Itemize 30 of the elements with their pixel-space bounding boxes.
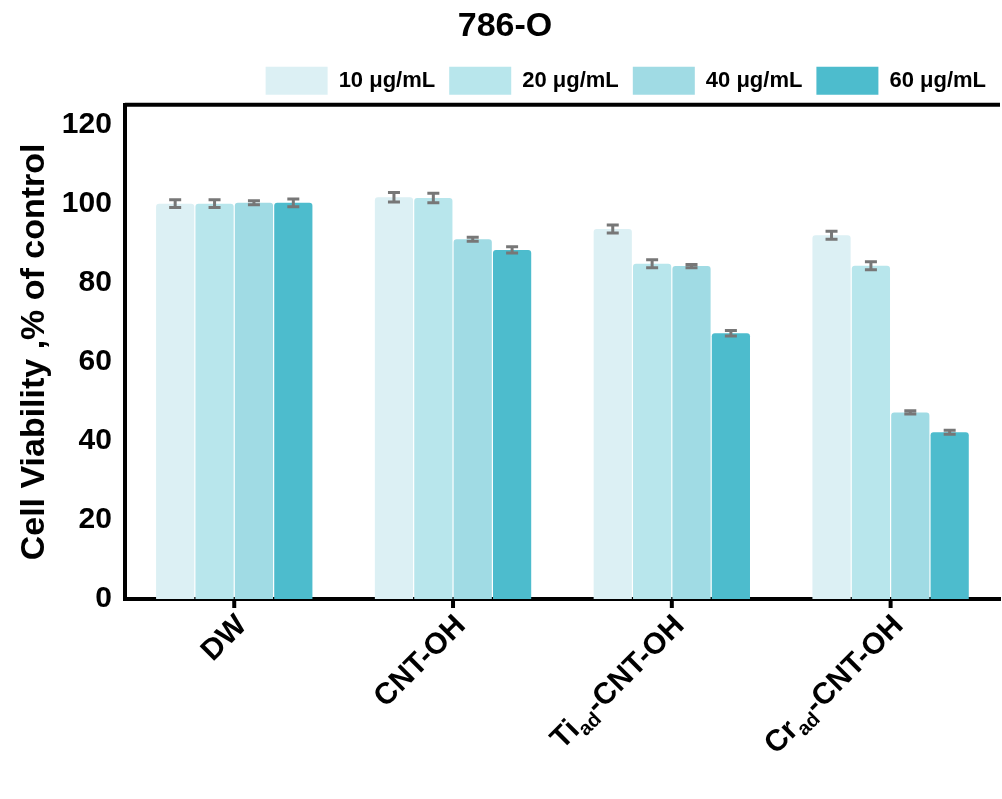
bar (812, 235, 851, 599)
x-tick-label: DW (193, 607, 253, 667)
legend-label: 40 μg/mL (705, 66, 803, 92)
y-tick-label: 60 (78, 343, 112, 377)
bar (633, 263, 672, 599)
bar (672, 266, 711, 599)
bar (374, 197, 414, 599)
bar (234, 202, 274, 599)
y-tick-label: 20 (78, 501, 112, 535)
legend-label: 20 μg/mL (522, 66, 619, 92)
bar (930, 432, 969, 599)
bar (493, 249, 532, 599)
bar (891, 412, 930, 599)
bar (453, 239, 492, 599)
chart-title: 786-O (457, 4, 553, 43)
y-tick-label: 120 (61, 105, 112, 139)
y-tick-label: 0 (95, 580, 112, 614)
bar (593, 228, 632, 599)
y-tick-label: 40 (78, 422, 112, 456)
bar (711, 333, 750, 599)
y-axis-title: Cell Viability ,% of control (12, 143, 51, 561)
legend-label: 60 μg/mL (889, 66, 986, 92)
bar (851, 265, 891, 599)
bar (195, 203, 234, 599)
y-tick-label: 100 (61, 184, 112, 218)
legend-label: 10 μg/mL (338, 66, 436, 92)
y-tick-label: 80 (78, 263, 112, 297)
bar (414, 198, 453, 599)
bar (156, 203, 195, 599)
bar (274, 202, 313, 599)
